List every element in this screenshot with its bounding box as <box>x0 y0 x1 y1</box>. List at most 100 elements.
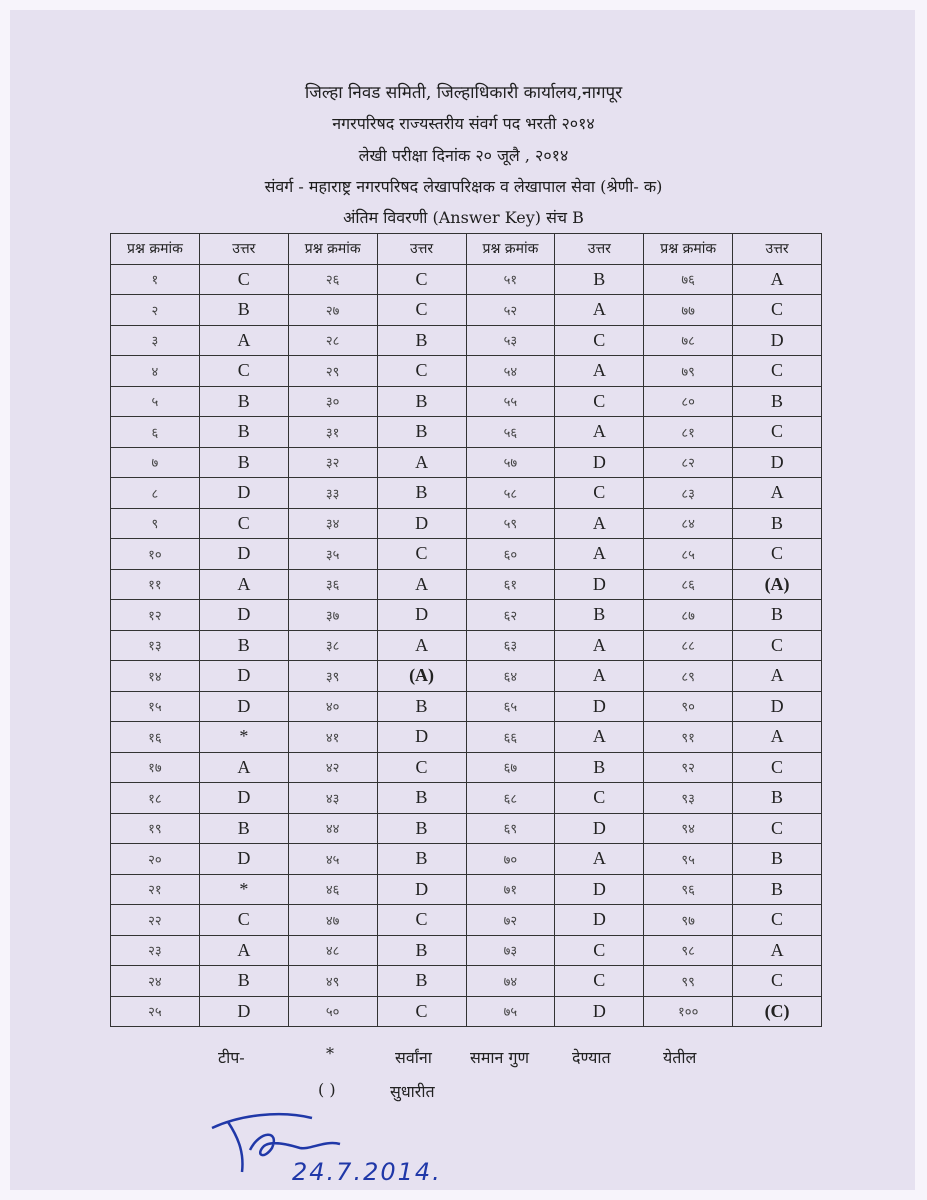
answer-cell: B <box>376 812 467 844</box>
answer-cell: A <box>554 355 645 387</box>
column-header-answer: उत्तर <box>376 233 467 265</box>
answer-cell: C <box>732 751 822 783</box>
table-row: २४ B ४९ B ७४ C ९९ C <box>110 965 822 997</box>
answer-cell: A <box>554 660 645 692</box>
answer-cell: D <box>732 324 822 356</box>
question-number-cell: ५२ <box>465 294 556 326</box>
question-number-cell: ५८ <box>465 477 556 509</box>
question-number-cell: ४४ <box>287 812 378 844</box>
answer-cell: A <box>198 324 289 356</box>
question-number-cell: १२ <box>110 599 200 631</box>
answer-cell: B <box>732 873 822 905</box>
table-row: २२ C ४७ C ७२ D ९७ C <box>110 904 822 936</box>
answer-cell: D <box>198 538 289 570</box>
table-row: १९ B ४४ B ६९ D ९४ C <box>110 812 822 844</box>
question-number-cell: ४३ <box>287 782 378 814</box>
answer-cell: B <box>198 812 289 844</box>
question-number-cell: ५ <box>110 385 200 417</box>
question-number-cell: २० <box>110 843 200 875</box>
question-number-cell: ८६ <box>643 568 734 600</box>
note-revised: सुधारीत <box>390 1082 435 1101</box>
answer-cell: B <box>198 416 289 448</box>
question-number-cell: ७७ <box>643 294 734 326</box>
answer-cell: A <box>198 934 289 966</box>
answer-cell: B <box>376 324 467 356</box>
question-number-cell: ८७ <box>643 599 734 631</box>
answer-key-table: प्रश्न क्रमांक उत्तर प्रश्न क्रमांक उत्तर प्… <box>110 233 822 1027</box>
question-number-cell: ३५ <box>287 538 378 570</box>
table-row: २० D ४५ B ७० A ९५ B <box>110 843 822 875</box>
question-number-cell: १०० <box>643 995 734 1027</box>
question-number-cell: ९ <box>110 507 200 539</box>
question-number-cell: ३८ <box>287 629 378 661</box>
signature-icon <box>211 1112 341 1173</box>
answer-cell: D <box>198 599 289 631</box>
question-number-cell: ३६ <box>287 568 378 600</box>
answer-cell: D <box>376 873 467 905</box>
answer-cell: D <box>198 690 289 722</box>
answer-cell: D <box>198 782 289 814</box>
question-number-cell: १ <box>110 263 200 295</box>
question-number-cell: २५ <box>110 995 200 1027</box>
answer-cell: A <box>732 660 822 692</box>
note-word: समान गुण <box>470 1048 530 1067</box>
answer-cell: A <box>376 629 467 661</box>
answer-cell: * <box>198 721 289 753</box>
answer-cell: D <box>732 446 822 478</box>
question-number-cell: ६८ <box>465 782 556 814</box>
question-number-cell: ७२ <box>465 904 556 936</box>
answer-cell: C <box>376 538 467 570</box>
answer-cell: A <box>732 721 822 753</box>
question-number-cell: ७४ <box>465 965 556 997</box>
question-number-cell: १५ <box>110 690 200 722</box>
answer-cell: A <box>554 294 645 326</box>
table-row: १७ A ४२ C ६७ B ९२ C <box>110 751 822 783</box>
answer-cell: D <box>554 446 645 478</box>
answer-cell: B <box>376 477 467 509</box>
table-row: २ B २७ C ५२ A ७७ C <box>110 294 822 326</box>
table-row: १४ D ३९ (A) ६४ A ८९ A <box>110 660 822 692</box>
answer-cell: C <box>198 355 289 387</box>
table-row: ९ C ३४ D ५९ A ८४ B <box>110 507 822 539</box>
question-number-cell: ३ <box>110 324 200 356</box>
answer-cell: C <box>376 294 467 326</box>
answer-cell: C <box>376 751 467 783</box>
answer-cell: B <box>198 629 289 661</box>
table-row: १६ * ४१ D ६६ A ९१ A <box>110 721 822 753</box>
question-number-cell: २१ <box>110 873 200 905</box>
answer-cell: D <box>554 568 645 600</box>
table-row: ७ B ३२ A ५७ D ८२ D <box>110 446 822 478</box>
answer-cell: C <box>732 355 822 387</box>
answer-cell: C <box>376 904 467 936</box>
answer-cell: C <box>376 355 467 387</box>
answer-cell: (C) <box>732 995 822 1027</box>
column-header-answer: उत्तर <box>554 233 645 265</box>
answer-cell: A <box>554 507 645 539</box>
answer-cell: A <box>376 568 467 600</box>
note-word: सर्वांना <box>395 1048 432 1067</box>
answer-cell: A <box>732 934 822 966</box>
note-label: टीप- <box>218 1048 245 1067</box>
question-number-cell: ५१ <box>465 263 556 295</box>
answer-cell: D <box>198 660 289 692</box>
question-number-cell: २८ <box>287 324 378 356</box>
answer-cell: B <box>376 934 467 966</box>
question-number-cell: १३ <box>110 629 200 661</box>
question-number-cell: ९७ <box>643 904 734 936</box>
answer-cell: C <box>376 263 467 295</box>
question-number-cell: ८८ <box>643 629 734 661</box>
table-row: १८ D ४३ B ६८ C ९३ B <box>110 782 822 814</box>
answer-cell: D <box>376 507 467 539</box>
question-number-cell: ३२ <box>287 446 378 478</box>
answer-cell: C <box>554 324 645 356</box>
question-number-cell: २२ <box>110 904 200 936</box>
answer-cell: C <box>732 294 822 326</box>
question-number-cell: ९५ <box>643 843 734 875</box>
question-number-cell: ६३ <box>465 629 556 661</box>
answer-cell: B <box>732 599 822 631</box>
question-number-cell: ६७ <box>465 751 556 783</box>
question-number-cell: ३७ <box>287 599 378 631</box>
answer-cell: B <box>376 416 467 448</box>
question-number-cell: ६९ <box>465 812 556 844</box>
question-number-cell: ७५ <box>465 995 556 1027</box>
